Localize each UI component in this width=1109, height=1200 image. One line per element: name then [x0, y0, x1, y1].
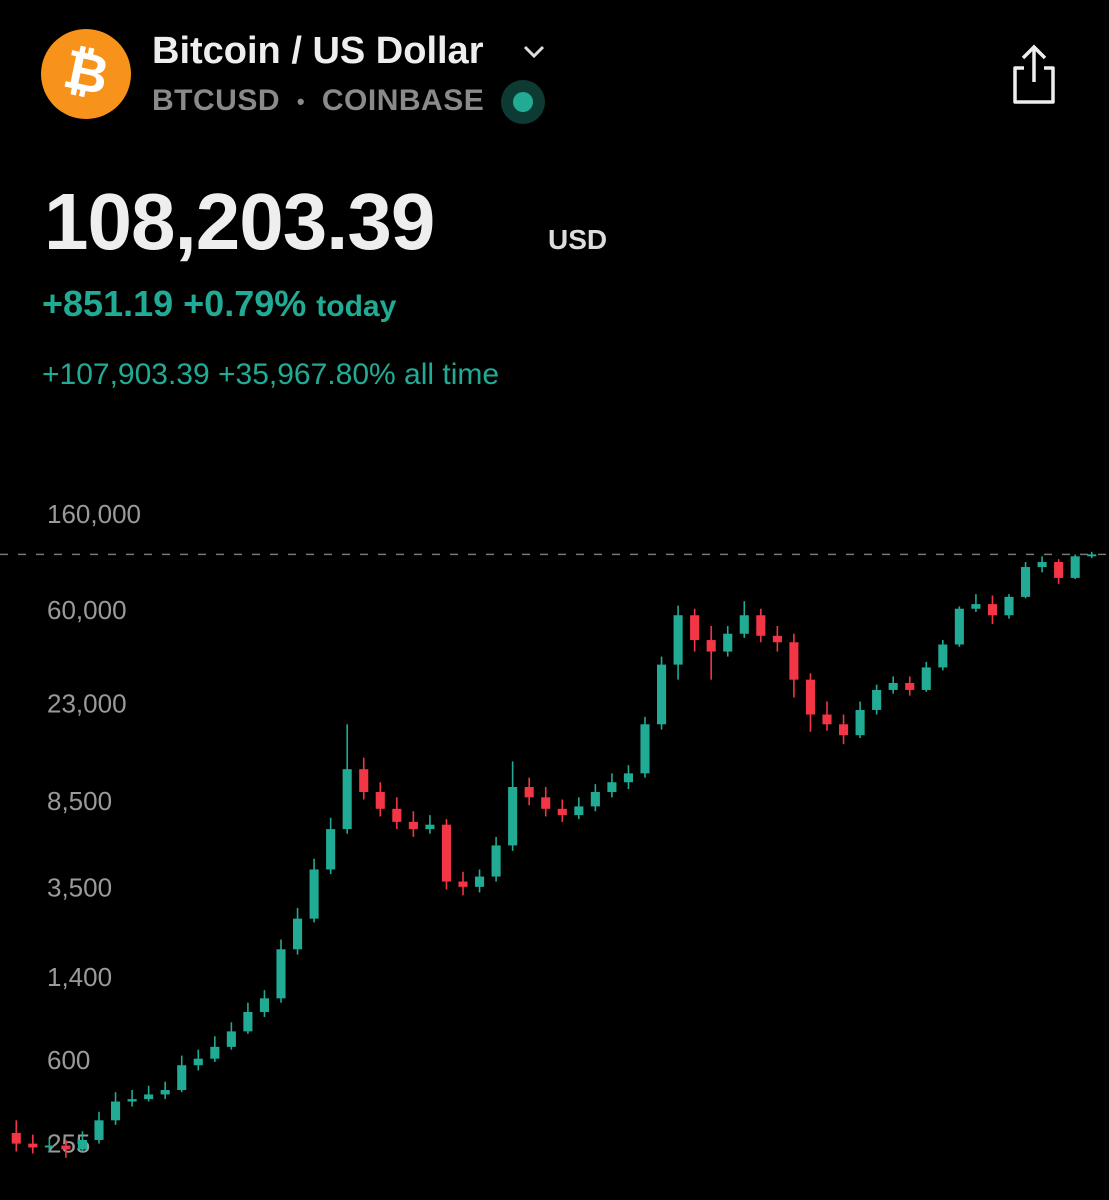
change-all-time: +107,903.39 +35,967.80% all time [42, 358, 499, 392]
symbol-line: BTCUSD • COINBASE [152, 84, 484, 118]
candle-body [938, 644, 948, 668]
candle-body [623, 773, 634, 783]
candle-body [342, 769, 352, 830]
candle-body [987, 604, 998, 616]
candle-body [557, 808, 567, 816]
dropdown-chevron[interactable] [522, 42, 546, 62]
candle-body [110, 1101, 121, 1121]
y-tick-label: 3,500 [47, 872, 112, 902]
candle-body [94, 1120, 104, 1140]
candle-body [458, 881, 468, 887]
share-button[interactable] [1010, 44, 1058, 106]
candle-body [309, 869, 319, 919]
market-status-dot [501, 80, 545, 124]
candle-body [772, 635, 782, 643]
candle-body [607, 782, 617, 793]
candle-body [706, 640, 716, 652]
candle-body [392, 808, 402, 822]
candle-body [77, 1139, 88, 1150]
candle-body [276, 949, 286, 999]
candle-body [359, 769, 369, 793]
candle-body [1004, 596, 1014, 616]
candle-body [243, 1011, 253, 1032]
candle-body [541, 797, 551, 809]
last-price: 108,203.39 [44, 177, 435, 266]
candle-body [210, 1046, 220, 1059]
candle-body [723, 633, 733, 652]
period-label: today [316, 290, 397, 323]
candle-body [11, 1132, 21, 1144]
candle-body [1087, 554, 1097, 557]
y-tick-label: 23,000 [47, 689, 127, 719]
candle-body [1070, 556, 1080, 578]
change-abs: +107,903.39 [42, 358, 210, 391]
candle-body [739, 615, 749, 634]
candle-body [905, 682, 915, 690]
y-tick-label: 8,500 [47, 786, 112, 816]
candle-body [971, 604, 981, 609]
candle-body [408, 821, 418, 830]
exchange: COINBASE [321, 84, 485, 117]
symbol-title[interactable]: Bitcoin / US Dollar [152, 30, 484, 72]
candle-body [888, 682, 898, 690]
y-tick-label: 600 [47, 1045, 90, 1075]
candle-body [508, 787, 518, 846]
candle-body [28, 1143, 38, 1148]
candle-body [656, 664, 667, 725]
candle-body [375, 792, 385, 809]
candle-body [193, 1058, 203, 1066]
y-tick-label: 60,000 [47, 595, 127, 625]
ticker: BTCUSD [152, 84, 280, 117]
y-tick-label: 1,400 [47, 962, 112, 992]
candle-body [292, 918, 303, 950]
period-label: all time [404, 358, 500, 391]
candle-body [574, 806, 584, 816]
candle-body [640, 724, 650, 774]
y-tick-label: 160,000 [47, 499, 141, 529]
candle-body [756, 615, 766, 636]
change-abs: +851.19 [42, 283, 174, 324]
candle-body [921, 667, 931, 690]
candle-body [144, 1094, 154, 1100]
candle-body [1054, 562, 1064, 578]
bitcoin-icon: ₿ [41, 29, 131, 119]
candle-body [441, 824, 452, 882]
candle-body [259, 998, 270, 1012]
candle-body [177, 1065, 187, 1091]
candle-body [1037, 562, 1047, 568]
change-pct: +0.79% [183, 283, 307, 324]
candle-body [673, 615, 683, 665]
candle-body [805, 679, 816, 715]
separator: • [296, 89, 306, 115]
candle-body [226, 1031, 236, 1047]
change-pct: +35,967.80% [218, 358, 396, 391]
currency: USD [548, 224, 608, 255]
candle-body [425, 824, 435, 830]
candle-body [838, 724, 849, 736]
candle-body [954, 608, 964, 645]
candle-body [326, 829, 336, 870]
candle-body [61, 1145, 71, 1150]
candle-body [127, 1099, 137, 1102]
candle-body [44, 1145, 54, 1148]
candle-body [1020, 567, 1031, 597]
candle-body [590, 792, 600, 807]
change-today: +851.19 +0.79% today [42, 283, 396, 325]
candle-body [474, 876, 485, 887]
candle-body [491, 845, 501, 877]
candle-body [690, 615, 700, 641]
candle-body [855, 709, 865, 736]
candle-body [822, 714, 832, 725]
candle-body [524, 787, 534, 798]
candle-body [789, 642, 799, 680]
candle-body [160, 1090, 170, 1095]
candle-body [872, 689, 882, 710]
